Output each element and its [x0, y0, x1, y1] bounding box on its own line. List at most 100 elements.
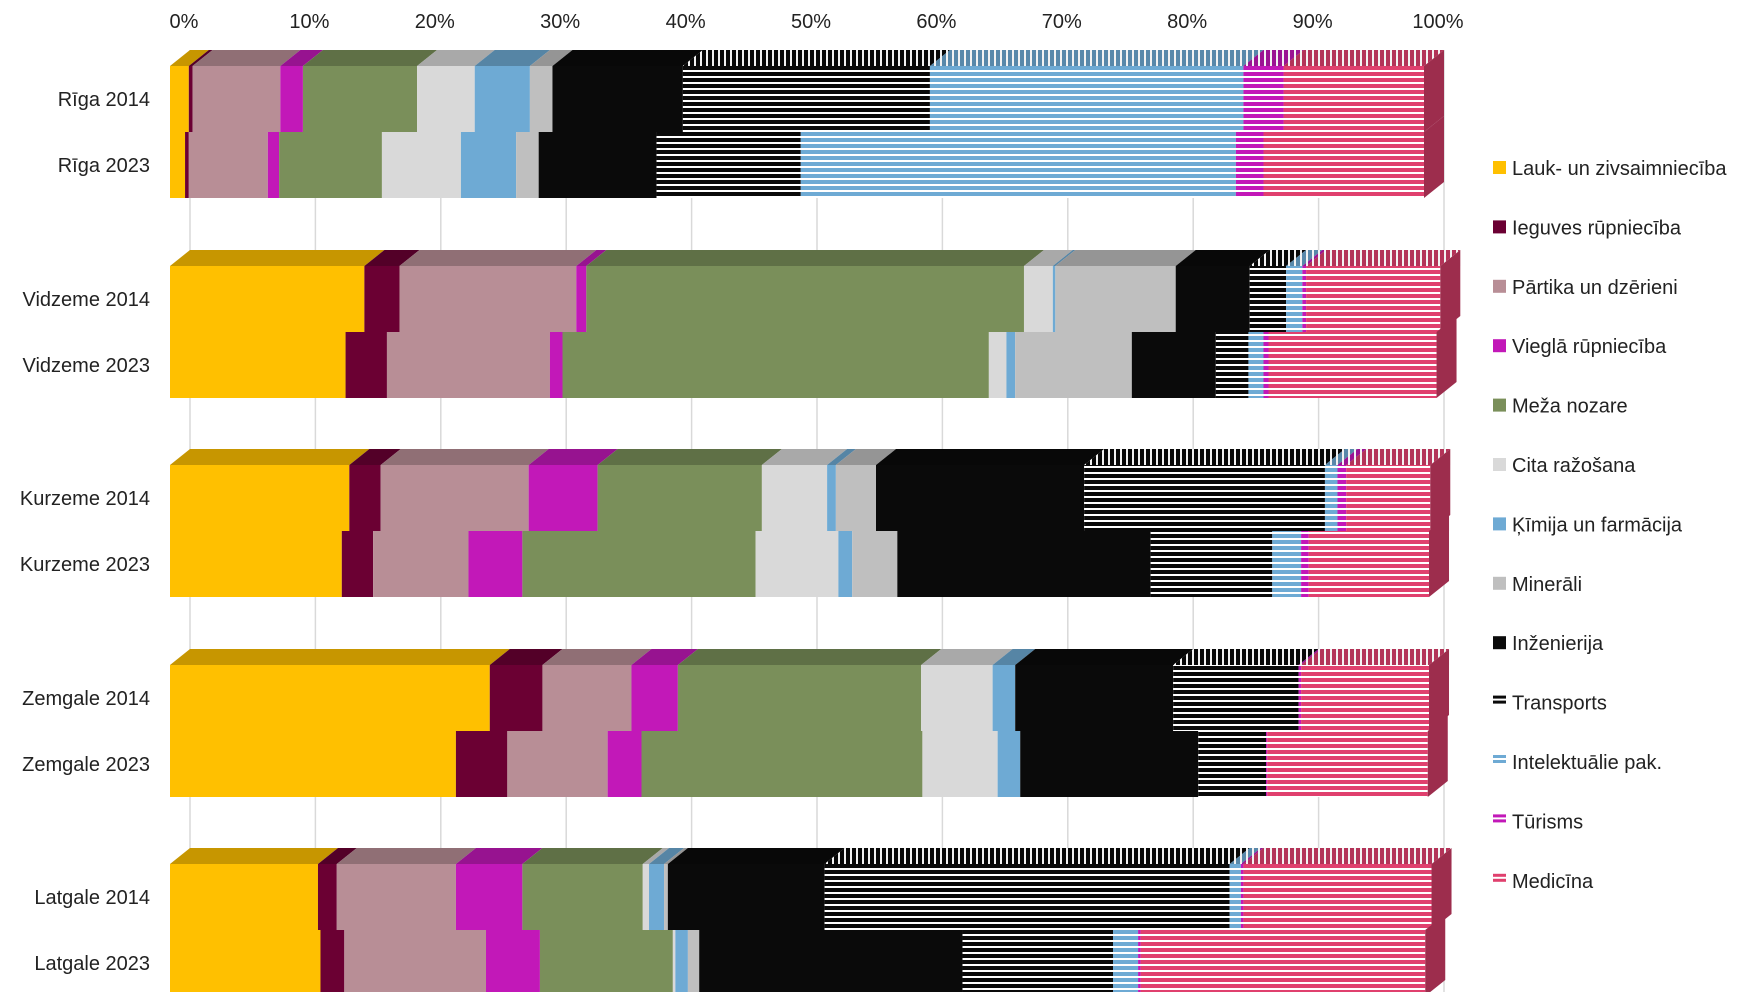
legend-swatch	[1493, 339, 1506, 353]
bar-segment	[1346, 465, 1431, 531]
bar-segment	[320, 930, 345, 992]
bar-top-face	[1229, 848, 1261, 864]
bar-top-face	[1055, 250, 1196, 266]
bar-segment	[675, 930, 688, 992]
bar-top-face	[552, 50, 703, 66]
bar-segment	[1175, 266, 1250, 332]
bar-segment	[1084, 465, 1325, 531]
bar-segment	[576, 266, 587, 332]
bar-segment	[170, 132, 186, 198]
bar-segment	[1015, 332, 1132, 398]
bar-top-face	[677, 649, 942, 665]
bar-segment	[761, 465, 828, 531]
bar-segment	[364, 266, 400, 332]
bar-top-face	[642, 848, 670, 864]
bar-segment	[1235, 132, 1264, 198]
bar-segment	[1306, 266, 1441, 332]
bar-segment	[699, 930, 963, 992]
bar-top-face	[1015, 649, 1194, 665]
legend-item: Pārtika un dzērieni	[1493, 277, 1678, 299]
bar-top-face	[170, 250, 385, 266]
bar-segment	[838, 531, 853, 597]
bar-segment	[302, 66, 418, 132]
bar-segment	[1272, 531, 1302, 597]
bar-segment	[386, 332, 550, 398]
bar-segment	[1243, 66, 1284, 132]
bar-top-face	[682, 50, 950, 66]
legend-swatch-stripe	[1493, 760, 1506, 763]
legend-item: Lauk- un zivsaimniecība	[1493, 158, 1727, 180]
bar-top-face	[380, 449, 549, 465]
bar-segment	[185, 132, 189, 198]
legend-swatch	[1493, 576, 1506, 590]
bar-segment	[1138, 930, 1141, 992]
bar-segment	[1052, 266, 1056, 332]
bar-top-face	[192, 50, 301, 66]
bar-segment	[1249, 266, 1287, 332]
bar-segment	[1173, 665, 1299, 731]
bar-segment	[607, 731, 642, 797]
bar-top-face	[1249, 250, 1307, 266]
legend-swatch	[1493, 220, 1506, 234]
bar-segment	[279, 132, 382, 198]
bar-top-face	[474, 50, 550, 66]
bar-top-face	[455, 848, 543, 864]
bar-segment	[1286, 266, 1303, 332]
bar-side-face	[1425, 914, 1446, 992]
bar-top-face	[1324, 449, 1358, 465]
bar-top-face	[1298, 649, 1322, 665]
bar-segment	[1248, 332, 1264, 398]
category-label: Zemgale 2023	[22, 754, 150, 776]
x-tick-label: 60%	[916, 11, 956, 33]
bar-segment	[539, 930, 673, 992]
x-tick-label: 0%	[170, 11, 199, 33]
legend-label: Ieguves rūpniecība	[1512, 217, 1682, 239]
bar-top-face	[992, 649, 1036, 665]
bar-top-face	[522, 848, 663, 864]
bar-segment	[667, 864, 825, 930]
legend-swatch-stripe	[1493, 700, 1506, 704]
legend-item: Intelektuālie pak.	[1493, 752, 1662, 774]
bar-segment	[1243, 864, 1432, 930]
bar-segment	[997, 731, 1021, 797]
bar-segment	[672, 930, 676, 992]
bar-segment	[687, 930, 700, 992]
bar-segment	[486, 930, 540, 992]
category-label: Zemgale 2014	[22, 688, 150, 710]
bar-segment	[380, 465, 529, 531]
bar-top-face	[1173, 649, 1319, 665]
bar-top-face	[761, 449, 848, 465]
bar-segment	[522, 864, 643, 930]
bar-segment	[522, 531, 756, 597]
bar-side-face	[1429, 515, 1450, 597]
bar-segment	[835, 465, 877, 531]
bar-segment	[1020, 731, 1199, 797]
bar-segment	[538, 132, 657, 198]
bar-top-face	[1175, 250, 1270, 266]
bar-segment	[597, 465, 762, 531]
bar-segment	[1131, 332, 1216, 398]
bar-segment	[922, 731, 998, 797]
bar-segment	[170, 930, 321, 992]
bar-segment	[345, 332, 387, 398]
bar-segment	[455, 864, 523, 930]
legend-item: Ieguves rūpniecība	[1493, 217, 1682, 239]
bar-segment	[656, 132, 801, 198]
category-label: Latgale 2014	[34, 887, 150, 909]
legend-item: Meža nozare	[1493, 396, 1628, 418]
legend-item: Medicīna	[1493, 871, 1594, 893]
bar-segment	[1301, 531, 1309, 597]
bar-segment	[1263, 332, 1269, 398]
bar-segment	[642, 864, 650, 930]
bar-top-face	[188, 50, 213, 66]
legend-label: Tūrisms	[1512, 811, 1583, 833]
bar-segment	[1263, 132, 1424, 198]
category-label: Vidzeme 2023	[23, 355, 151, 377]
bar-segment	[399, 266, 577, 332]
bar-top-face	[364, 250, 420, 266]
bar-segment	[1229, 864, 1241, 930]
x-tick-label: 20%	[415, 11, 455, 33]
legend-label: Pārtika un dzērieni	[1512, 277, 1678, 299]
bar-segment	[827, 465, 836, 531]
legend-item: Cita ražošana	[1493, 455, 1636, 477]
